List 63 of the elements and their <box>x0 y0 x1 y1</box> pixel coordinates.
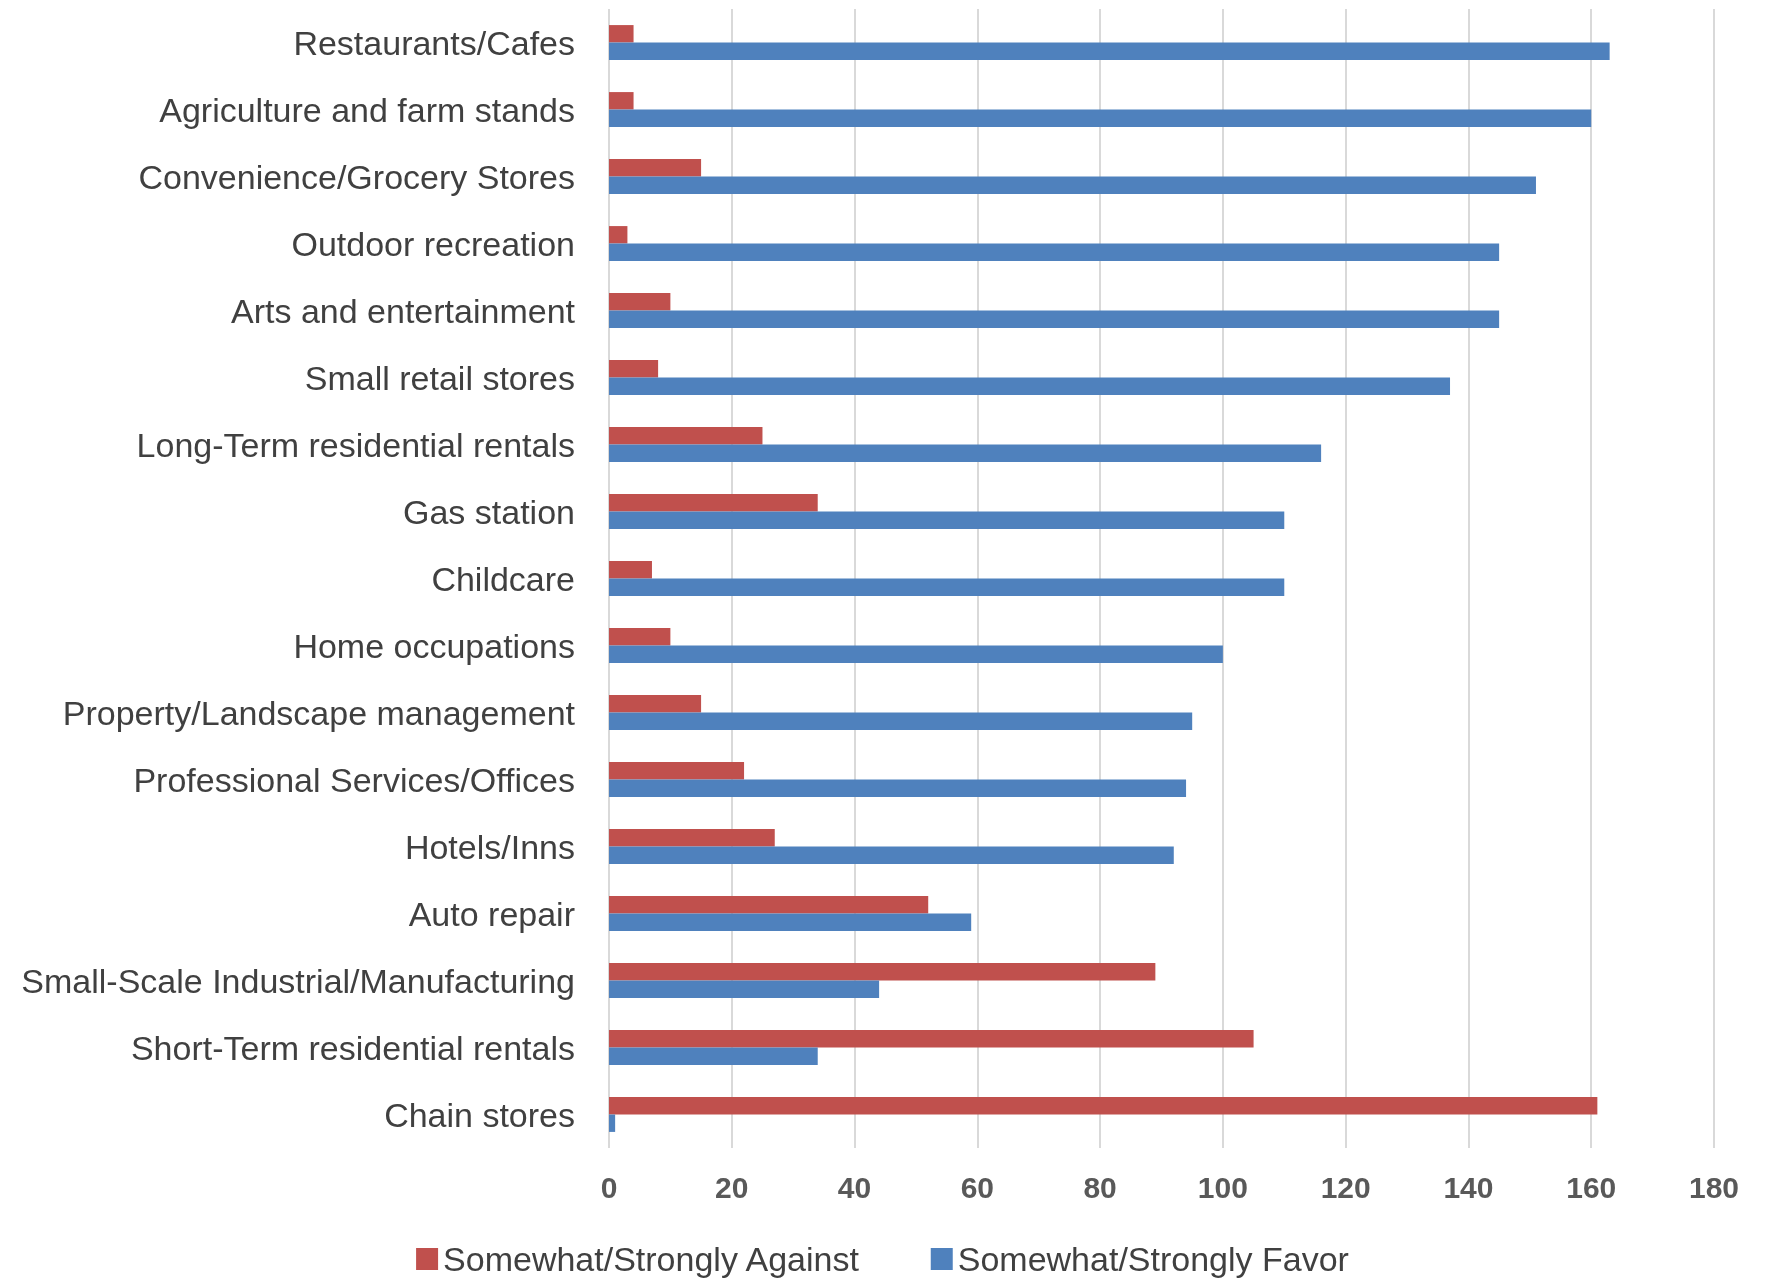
y-tick-label: Childcare <box>431 559 575 598</box>
bar <box>609 310 1500 328</box>
bar <box>609 360 659 378</box>
y-tick-label: Hotels/Inns <box>404 827 575 866</box>
y-tick-label: Short-Term residential rentals <box>130 1028 575 1067</box>
bar <box>609 494 818 512</box>
x-tick-label: 100 <box>1197 1170 1248 1204</box>
bar <box>609 695 702 713</box>
bar <box>609 226 628 244</box>
y-tick-label: Restaurants/Cafes <box>293 23 575 62</box>
bar <box>609 25 634 43</box>
bar <box>609 712 1193 730</box>
legend-label: Somewhat/Strongly Favor <box>957 1240 1349 1278</box>
y-tick-label: Chain stores <box>384 1095 575 1134</box>
y-tick-label: Outdoor recreation <box>291 224 575 263</box>
y-tick-label: Arts and entertainment <box>231 291 576 330</box>
bar <box>609 427 763 445</box>
bar <box>609 779 1187 797</box>
bar <box>609 913 972 931</box>
bar <box>609 42 1610 60</box>
bar <box>609 511 1285 529</box>
bar <box>609 896 929 914</box>
bar <box>609 92 634 110</box>
bar <box>609 1097 1598 1115</box>
x-tick-label: 140 <box>1443 1170 1494 1204</box>
bar <box>609 980 880 998</box>
y-tick-label: Professional Services/Offices <box>133 760 575 799</box>
y-tick-label: Gas station <box>403 492 575 531</box>
x-tick-label: 60 <box>960 1170 995 1204</box>
x-tick-label: 40 <box>837 1170 872 1204</box>
x-tick-label: 160 <box>1566 1170 1617 1204</box>
bar <box>609 377 1451 395</box>
bar <box>609 1030 1254 1048</box>
y-tick-label: Auto repair <box>408 894 575 933</box>
bar <box>609 1114 616 1132</box>
bar <box>609 293 671 311</box>
y-tick-label: Long-Term residential rentals <box>136 425 575 464</box>
x-tick-label: 120 <box>1320 1170 1371 1204</box>
bar <box>609 628 671 646</box>
bar <box>609 1047 818 1065</box>
y-tick-label: Home occupations <box>293 626 575 665</box>
y-tick-label: Agriculture and farm stands <box>159 90 575 129</box>
x-tick-label: 180 <box>1688 1170 1740 1204</box>
x-tick-label: 0 <box>600 1170 618 1204</box>
bar <box>609 846 1174 864</box>
bar <box>609 109 1592 127</box>
x-tick-label: 20 <box>715 1170 749 1204</box>
bar <box>609 762 745 780</box>
x-tick-label: 80 <box>1083 1170 1117 1204</box>
bar <box>609 578 1285 596</box>
y-tick-label: Convenience/Grocery Stores <box>138 157 575 196</box>
bar <box>609 444 1322 462</box>
legend-label: Somewhat/Strongly Against <box>443 1240 860 1278</box>
bar <box>609 176 1536 194</box>
bar <box>609 963 1156 981</box>
y-tick-label: Property/Landscape management <box>62 693 576 732</box>
bar <box>609 159 702 177</box>
bar <box>609 829 775 847</box>
y-tick-label: Small-Scale Industrial/Manufacturing <box>21 961 575 1000</box>
bar <box>609 243 1500 261</box>
y-tick-label: Small retail stores <box>304 358 575 397</box>
bar <box>609 645 1223 663</box>
bar <box>609 561 652 579</box>
